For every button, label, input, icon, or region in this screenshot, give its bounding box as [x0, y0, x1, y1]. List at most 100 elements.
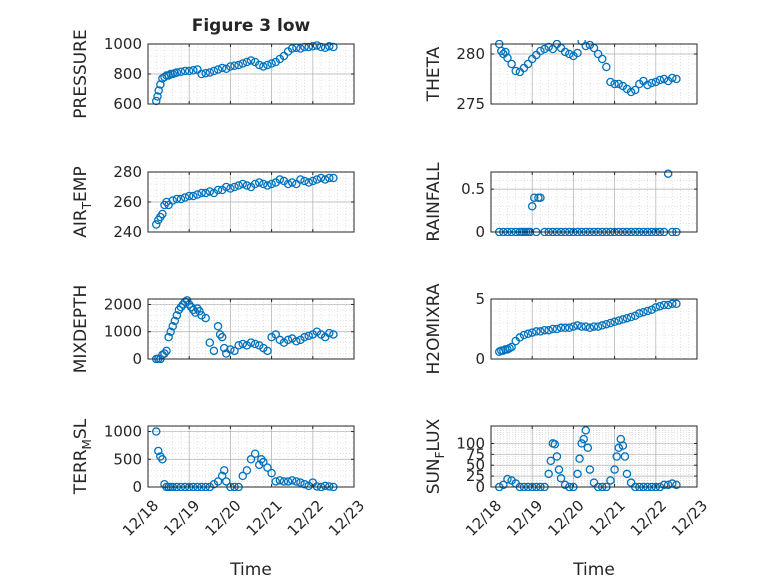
data-point	[259, 457, 268, 467]
data-point	[296, 44, 305, 53]
data-point	[606, 476, 615, 485]
data-point	[172, 311, 182, 320]
data-point	[612, 452, 621, 461]
axes-box	[490, 298, 698, 360]
data-point	[250, 339, 260, 349]
data-point	[610, 79, 619, 89]
data-point	[271, 330, 280, 339]
data-point	[287, 44, 297, 53]
data-point	[663, 169, 673, 178]
axes-box	[147, 298, 355, 360]
data-point	[523, 59, 533, 69]
y-tick-label: 600	[113, 95, 142, 113]
y-axis-label: PRESSURE	[71, 29, 91, 118]
data-point	[234, 181, 243, 190]
y-tick-label: 240	[113, 223, 142, 241]
data-point	[581, 322, 591, 331]
data-point	[230, 182, 239, 192]
data-point	[515, 333, 525, 342]
data-point	[283, 179, 293, 189]
data-point	[209, 346, 219, 356]
series-points	[151, 427, 338, 491]
data-point	[238, 471, 248, 481]
data-point	[234, 341, 243, 350]
data-point	[585, 465, 595, 474]
y-axis-label: AIRTEMP	[71, 166, 94, 237]
y-tick-label: 260	[113, 193, 142, 211]
data-point	[219, 466, 229, 475]
data-point	[602, 62, 611, 72]
data-point	[197, 188, 206, 198]
data-point	[230, 61, 239, 71]
data-point	[158, 209, 167, 219]
data-point	[219, 343, 229, 353]
data-point	[242, 181, 252, 190]
data-point	[577, 439, 586, 448]
data-point	[154, 86, 163, 95]
data-point	[530, 193, 539, 202]
data-point	[663, 480, 673, 490]
x-axis-label-right: Time	[572, 560, 615, 580]
data-point	[308, 42, 318, 51]
data-point	[622, 313, 632, 323]
data-point	[540, 325, 549, 335]
data-point	[238, 179, 248, 189]
data-point	[300, 176, 309, 186]
data-point	[312, 175, 322, 184]
y-axis-label: RAINFALL	[424, 162, 444, 242]
data-point	[242, 57, 252, 67]
data-point	[668, 299, 677, 309]
y-tick-label: 75	[466, 445, 485, 463]
data-point	[201, 313, 210, 323]
series-points	[151, 173, 338, 229]
data-point	[614, 443, 623, 453]
data-point	[267, 179, 276, 189]
axes-box	[490, 425, 698, 488]
data-point	[593, 49, 603, 59]
data-point	[532, 327, 541, 336]
data-point	[296, 175, 305, 184]
y-tick-label: 100	[456, 434, 485, 452]
y-tick-label: 0	[132, 350, 142, 368]
data-point	[565, 49, 574, 59]
data-point	[651, 77, 661, 87]
y-tick-label: 25	[466, 467, 485, 485]
data-point	[540, 44, 549, 54]
chart-panel-1: 600 800 1000 PRESSURE	[71, 29, 355, 119]
data-point	[610, 317, 619, 327]
data-point	[246, 455, 256, 464]
data-point	[659, 300, 669, 310]
data-point	[304, 178, 313, 187]
data-point	[275, 175, 285, 184]
data-point	[523, 329, 533, 339]
chart-panel-3: 240 260 280 AIRTEMP	[71, 163, 355, 241]
chart-panel-2: 275 280 THETA	[424, 40, 698, 113]
data-point	[304, 331, 313, 341]
data-point	[499, 480, 508, 490]
data-point	[597, 54, 607, 64]
data-point	[275, 476, 285, 485]
data-point	[213, 322, 223, 331]
data-point	[238, 339, 248, 349]
data-point	[606, 318, 615, 328]
data-point	[546, 456, 555, 466]
data-point	[213, 185, 223, 195]
y-tick-label: 0	[475, 223, 485, 241]
data-point	[267, 59, 276, 68]
data-point	[620, 452, 630, 461]
data-point	[552, 324, 562, 334]
data-point	[325, 42, 334, 51]
data-point	[507, 59, 516, 69]
data-point	[597, 321, 607, 330]
data-point	[226, 345, 235, 354]
y-tick-label: 800	[113, 65, 142, 83]
plot-area	[491, 172, 697, 232]
data-point	[205, 187, 215, 196]
data-point	[550, 440, 560, 449]
data-point	[503, 53, 512, 63]
data-point	[536, 193, 545, 202]
data-point	[618, 441, 628, 450]
data-point	[647, 78, 656, 88]
data-point	[283, 477, 293, 486]
data-point	[626, 312, 636, 322]
